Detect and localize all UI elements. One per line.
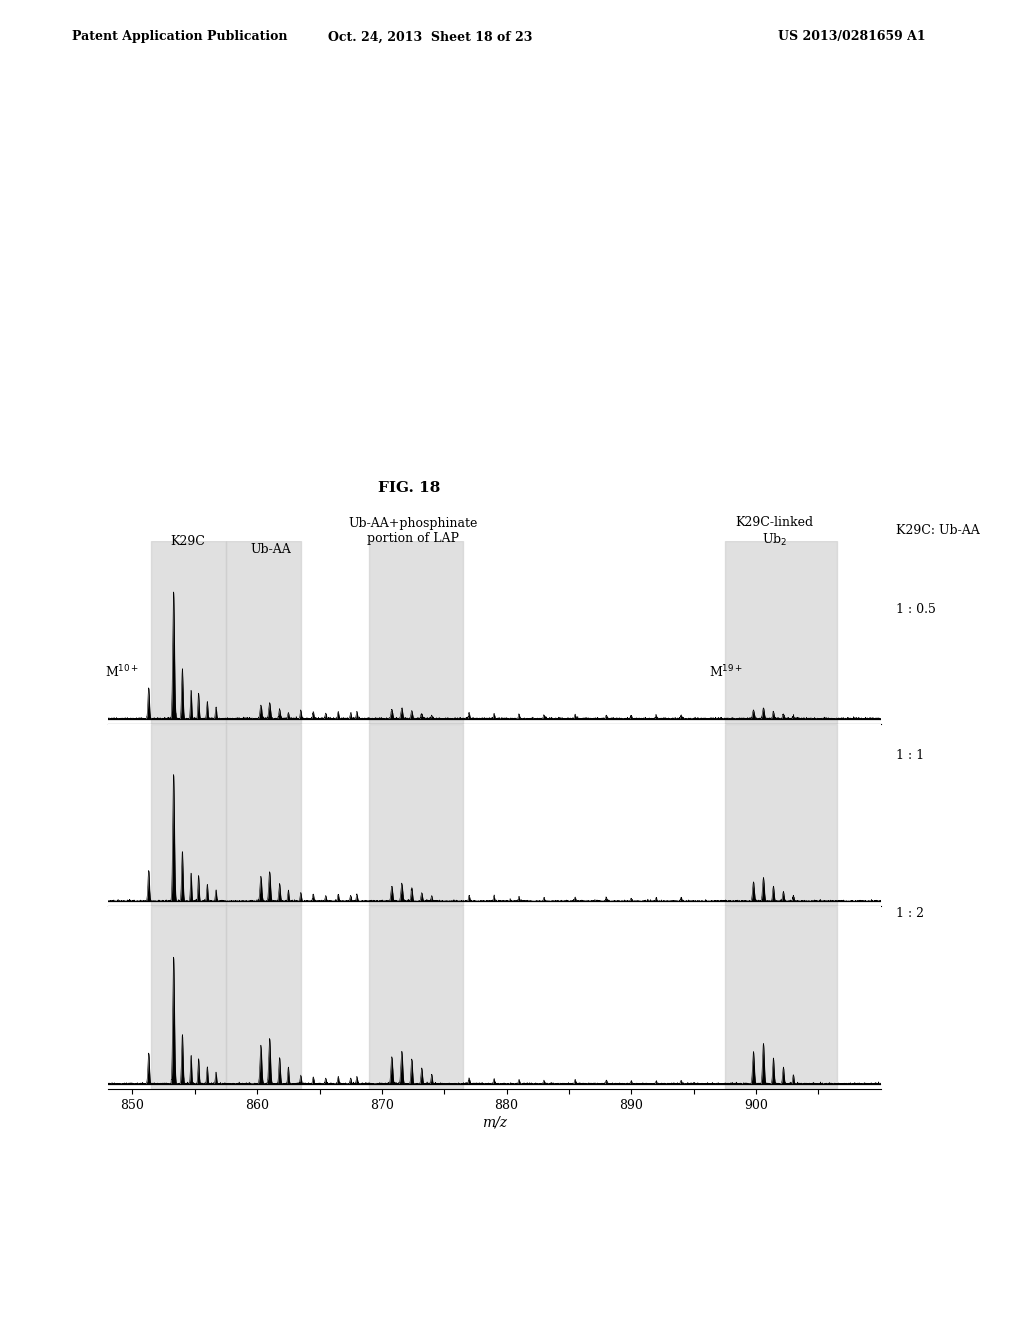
Text: Patent Application Publication: Patent Application Publication <box>72 30 287 44</box>
Text: 1 : 1: 1 : 1 <box>896 748 924 762</box>
Bar <box>725 907 837 1089</box>
Text: FIG. 18: FIG. 18 <box>379 482 440 495</box>
Text: K29C: K29C <box>170 535 205 548</box>
Bar <box>226 907 301 1089</box>
Bar <box>152 541 226 723</box>
Bar <box>152 723 226 907</box>
Text: Ub-AA+phosphinate
portion of LAP: Ub-AA+phosphinate portion of LAP <box>348 517 478 545</box>
X-axis label: m/z: m/z <box>481 1115 507 1130</box>
Bar <box>725 541 837 723</box>
Bar <box>370 541 463 723</box>
Bar <box>370 723 463 907</box>
Text: K29C: Ub-AA: K29C: Ub-AA <box>896 524 980 537</box>
Text: M$^{19+}$: M$^{19+}$ <box>710 664 743 681</box>
Text: 1 : 0.5: 1 : 0.5 <box>896 603 936 616</box>
Bar <box>370 907 463 1089</box>
Bar <box>152 907 226 1089</box>
Bar <box>226 723 301 907</box>
Text: 1 : 2: 1 : 2 <box>896 907 924 920</box>
Bar <box>725 723 837 907</box>
Text: US 2013/0281659 A1: US 2013/0281659 A1 <box>778 30 926 44</box>
Bar <box>226 541 301 723</box>
Text: Oct. 24, 2013  Sheet 18 of 23: Oct. 24, 2013 Sheet 18 of 23 <box>328 30 532 44</box>
Text: K29C-linked
Ub$_2$: K29C-linked Ub$_2$ <box>735 516 814 548</box>
Text: M$^{10+}$: M$^{10+}$ <box>104 664 138 681</box>
Text: Ub-AA: Ub-AA <box>251 544 292 557</box>
